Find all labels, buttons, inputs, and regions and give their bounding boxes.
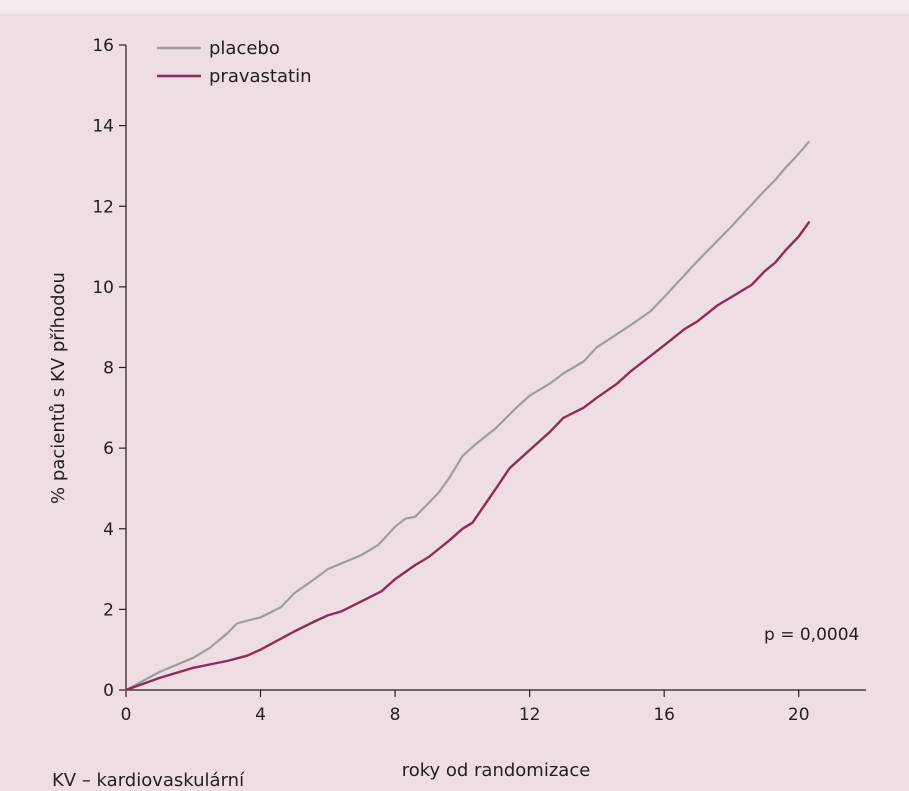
chart-axes: 0 4 8 12 16 20 0 2 4 6 8 10 12 14 16 [92,36,866,725]
legend-label-pravastatin: pravastatin [209,66,311,87]
x-tick-label: 12 [519,705,541,725]
legend-label-placebo: placebo [209,38,280,59]
x-tick-label: 20 [788,705,810,725]
y-axis-title: % pacientů s KV příhodou [48,272,69,504]
y-tick-label: 12 [92,197,114,217]
y-tick-label: 2 [103,600,114,620]
x-tick-label: 16 [653,705,675,725]
abbreviation-footnote: KV – kardiovaskulární [52,770,245,791]
y-tick-label: 8 [103,359,114,379]
x-tick-label: 4 [255,705,266,725]
series-line-pravastatin [124,221,810,692]
top-strip [0,0,909,14]
series-layer [124,140,810,692]
x-tick-label: 0 [121,705,132,725]
y-tick-label: 6 [103,439,114,459]
y-tick-label: 14 [92,117,114,137]
y-tick-label: 16 [92,36,114,56]
chart-legend: placebo pravastatin [157,38,311,87]
y-tick-label: 0 [103,681,114,701]
p-value-annotation: p = 0,0004 [764,625,859,645]
x-axis-title: roky od randomizace [402,760,591,781]
y-tick-label: 4 [103,520,114,540]
x-tick-label: 8 [390,705,401,725]
series-line-placebo [124,140,810,692]
y-tick-label: 10 [92,278,114,298]
